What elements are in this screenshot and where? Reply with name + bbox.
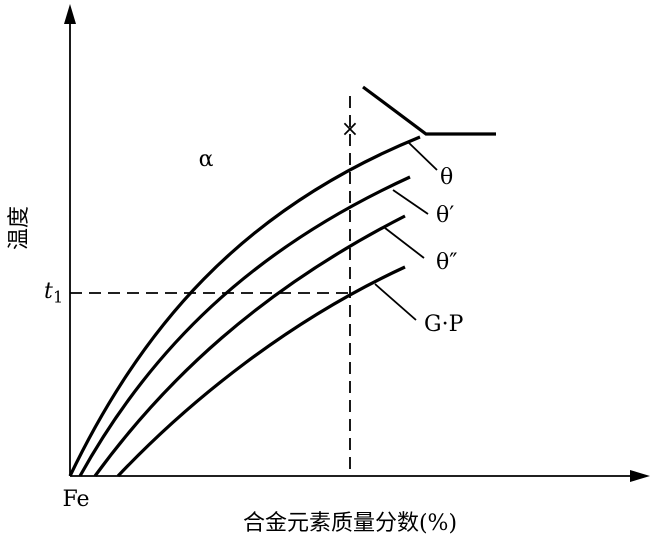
theta-double-prime-curve [93,214,406,477]
leader [374,283,417,321]
marker: × [341,117,359,142]
region-label: α [199,147,214,172]
gp-curve [116,265,406,478]
x-axis-label: 合金元素质量分数(%) [243,511,457,536]
leader [407,141,438,171]
curve-label: θ″ [436,250,457,275]
y-axis-label: 温度 [7,206,32,250]
theta-prime-curve [78,175,411,477]
theta-curve [68,135,421,477]
leader [392,189,429,215]
curve-label: θ′ [436,203,454,228]
origin-label: Fe [62,487,89,512]
upper-boundary [362,85,496,136]
y-axis-arrow [64,4,76,24]
x-axis-arrow [630,470,650,482]
curve-label: θ [440,165,453,190]
curve-label: G·P [424,312,464,337]
t-label: t [44,279,53,304]
t-subscript: 1 [53,288,63,307]
leader [384,227,425,259]
